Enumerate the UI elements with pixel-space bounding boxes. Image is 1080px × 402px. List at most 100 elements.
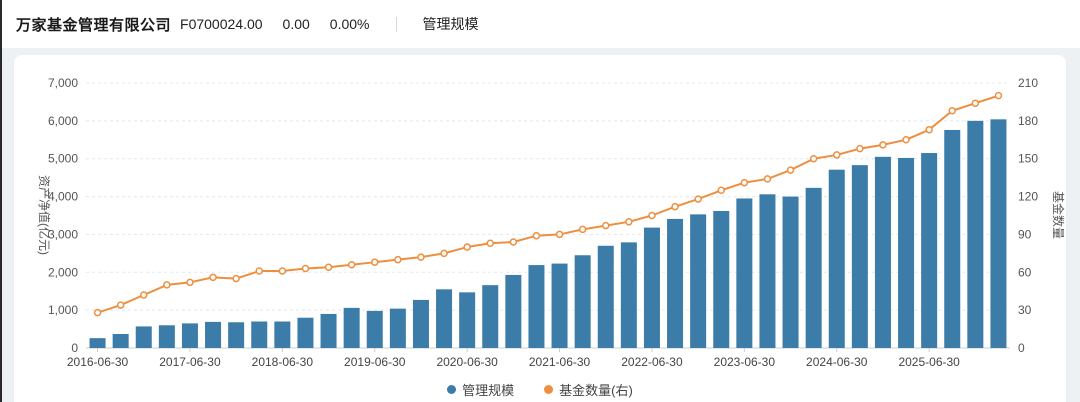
line-point[interactable] <box>555 230 564 239</box>
line-point[interactable] <box>116 301 125 309</box>
line-point[interactable] <box>347 260 356 269</box>
bar[interactable] <box>228 322 245 348</box>
line-point[interactable] <box>186 278 194 287</box>
window-edge <box>0 0 2 402</box>
bar[interactable] <box>944 129 961 348</box>
bar[interactable] <box>620 242 637 348</box>
bar[interactable] <box>967 120 984 348</box>
left-axis-tick-label: 2,000 <box>48 265 78 279</box>
bar[interactable] <box>181 323 198 348</box>
line-point[interactable] <box>463 243 471 251</box>
line-point[interactable] <box>948 107 956 115</box>
line-point[interactable] <box>648 211 656 220</box>
bar[interactable] <box>389 308 406 348</box>
line-point[interactable] <box>440 249 448 258</box>
bar[interactable] <box>759 194 776 348</box>
right-axis-tick-label: 0 <box>1018 341 1025 355</box>
line-point[interactable] <box>232 274 240 283</box>
line-point[interactable] <box>902 136 910 144</box>
bar[interactable] <box>320 313 337 348</box>
line-point[interactable] <box>163 281 171 289</box>
bar[interactable] <box>343 307 360 348</box>
bar[interactable] <box>135 326 152 348</box>
line-point[interactable] <box>925 125 933 134</box>
line-point[interactable] <box>694 195 702 203</box>
right-axis-tick-label: 210 <box>1018 76 1038 90</box>
line-point[interactable] <box>971 99 980 107</box>
bar[interactable] <box>597 245 614 348</box>
bar[interactable] <box>782 196 799 348</box>
bar[interactable] <box>736 198 753 348</box>
bar[interactable] <box>643 227 660 348</box>
bar[interactable] <box>205 321 222 348</box>
scale-trend-chart[interactable]: 0 0 1,000 30 2,000 60 3,000 90 4,000 120 5,000 150 6… <box>14 55 1066 402</box>
right-axis-tick-label: 90 <box>1018 227 1032 241</box>
line-point[interactable] <box>994 91 1003 100</box>
bar[interactable] <box>366 310 383 348</box>
legend-item-fund-count[interactable]: 基金数量(右) <box>544 380 633 399</box>
x-axis-tick-label: 2022-06-30 <box>621 355 683 369</box>
bar-series-management-scale <box>89 119 1007 349</box>
x-axis: 2016-06-30 2017-06-30 2018-06-30 2019-06-30… <box>67 347 1010 369</box>
line-point[interactable] <box>671 202 679 211</box>
bar[interactable] <box>482 285 499 348</box>
line-point[interactable] <box>740 178 749 187</box>
bar[interactable] <box>436 289 453 348</box>
line-point[interactable] <box>833 151 841 159</box>
line-point[interactable] <box>417 253 425 261</box>
bar[interactable] <box>574 255 591 348</box>
bar[interactable] <box>412 299 429 348</box>
line-point[interactable] <box>532 231 541 240</box>
line-point[interactable] <box>255 267 263 275</box>
right-axis-tick-label: 60 <box>1018 265 1032 279</box>
bar[interactable] <box>805 187 822 348</box>
bar[interactable] <box>851 165 868 348</box>
bar[interactable] <box>158 325 175 348</box>
company-name: 万家基金管理有限公司 <box>16 16 172 34</box>
line-point[interactable] <box>809 154 818 163</box>
bar[interactable] <box>874 156 891 348</box>
left-axis-title: 资产净值(亿元) <box>37 175 52 255</box>
line-point[interactable] <box>509 238 518 246</box>
line-point[interactable] <box>371 258 379 266</box>
bar[interactable] <box>274 321 291 349</box>
bar[interactable] <box>898 157 915 348</box>
line-point[interactable] <box>763 175 772 183</box>
bar[interactable] <box>667 218 684 348</box>
nav-value: 0.00 <box>282 16 310 32</box>
bar[interactable] <box>551 263 568 348</box>
bar[interactable] <box>990 119 1007 348</box>
bar[interactable] <box>297 317 314 348</box>
bar[interactable] <box>505 274 522 348</box>
line-point[interactable] <box>140 291 148 299</box>
line-point[interactable] <box>786 166 795 174</box>
line-point[interactable] <box>209 273 217 282</box>
line-point[interactable] <box>602 221 610 230</box>
line-point[interactable] <box>717 186 725 195</box>
line-point[interactable] <box>324 263 333 271</box>
line-point[interactable] <box>278 267 287 275</box>
left-axis-tick-label: 6,000 <box>48 114 78 128</box>
line-point[interactable] <box>486 239 494 248</box>
legend-item-scale[interactable]: 管理规模 <box>447 380 514 399</box>
line-point[interactable] <box>394 255 402 264</box>
bar[interactable] <box>112 333 129 348</box>
x-axis-tick-label: 2016-06-30 <box>67 355 129 369</box>
line-point[interactable] <box>879 141 887 149</box>
tab-management-scale[interactable]: 管理规模 <box>422 16 479 32</box>
bar[interactable] <box>921 153 938 348</box>
line-point[interactable] <box>856 144 864 153</box>
x-axis-tick-label: 2021-06-30 <box>529 355 591 369</box>
bar[interactable] <box>89 338 106 348</box>
bar[interactable] <box>828 169 845 348</box>
line-point[interactable] <box>93 308 102 317</box>
bar[interactable] <box>459 292 476 348</box>
bar[interactable] <box>528 265 545 348</box>
line-point[interactable] <box>625 218 633 226</box>
bar[interactable] <box>251 321 268 349</box>
bar[interactable] <box>690 214 707 348</box>
line-point[interactable] <box>301 264 310 273</box>
bar[interactable] <box>713 210 730 348</box>
legend-label-fund-count: 基金数量(右) <box>559 383 633 398</box>
line-point[interactable] <box>578 225 587 234</box>
